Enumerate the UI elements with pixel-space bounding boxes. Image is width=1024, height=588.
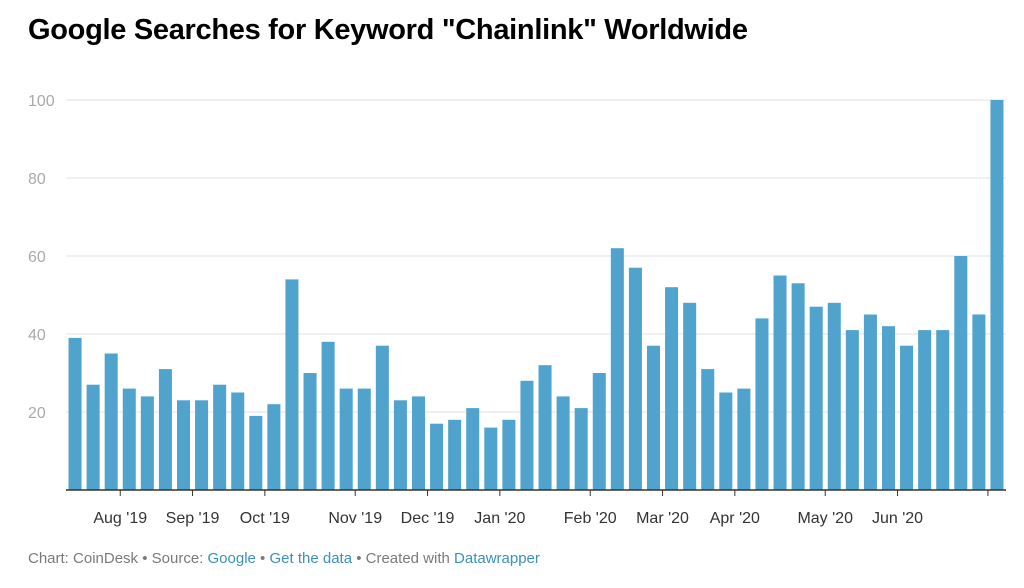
bar bbox=[665, 287, 679, 490]
bar bbox=[176, 400, 191, 490]
bar bbox=[556, 396, 570, 490]
footer-separator: • bbox=[352, 550, 366, 567]
bar bbox=[321, 341, 335, 490]
bar bbox=[737, 388, 751, 490]
y-tick-label: 80 bbox=[28, 171, 46, 188]
bar bbox=[195, 400, 209, 490]
bar bbox=[936, 330, 950, 490]
x-tick-label: Aug '19 bbox=[93, 510, 147, 527]
x-tick-label: May '20 bbox=[797, 510, 853, 527]
bar bbox=[213, 384, 227, 490]
footer-separator: • bbox=[255, 550, 270, 567]
bar bbox=[610, 248, 624, 490]
bar bbox=[158, 369, 172, 490]
y-tick-label: 60 bbox=[28, 249, 46, 266]
bar bbox=[574, 408, 588, 490]
bar bbox=[990, 100, 1004, 490]
bar bbox=[430, 423, 444, 490]
bar bbox=[448, 419, 462, 490]
x-tick-label: Jan '20 bbox=[474, 510, 525, 527]
bar bbox=[791, 283, 805, 490]
bar bbox=[719, 392, 733, 490]
bar bbox=[538, 365, 552, 490]
x-tick-label: Oct '19 bbox=[240, 510, 290, 527]
footer-separator: • bbox=[138, 550, 152, 567]
footer-source-prefix: Source: bbox=[151, 550, 208, 567]
bar bbox=[683, 302, 697, 490]
bar bbox=[845, 330, 859, 490]
bar bbox=[863, 314, 877, 490]
bar bbox=[881, 326, 896, 490]
bar bbox=[918, 330, 932, 490]
bar bbox=[393, 400, 407, 490]
chart-footer: Chart: CoinDesk • Source: Google • Get t… bbox=[28, 550, 540, 567]
bar bbox=[249, 415, 263, 490]
bar bbox=[339, 388, 353, 490]
bar bbox=[122, 388, 136, 490]
bar bbox=[375, 345, 389, 490]
y-tick-label: 20 bbox=[28, 405, 46, 422]
bar bbox=[755, 318, 769, 490]
footer-created-prefix: Created with bbox=[365, 550, 455, 567]
bar bbox=[484, 427, 498, 490]
bar bbox=[827, 302, 841, 490]
bar bbox=[520, 380, 534, 490]
bar bbox=[628, 267, 642, 490]
bar bbox=[954, 256, 968, 490]
bar bbox=[411, 396, 426, 490]
footer-chart-credit: Chart: CoinDesk bbox=[28, 550, 139, 567]
source-link[interactable]: Google bbox=[207, 550, 256, 567]
x-tick-label: Apr '20 bbox=[710, 510, 760, 527]
bar bbox=[267, 404, 281, 490]
bar bbox=[140, 396, 154, 490]
get-the-data-link[interactable]: Get the data bbox=[269, 550, 353, 567]
x-tick-label: Feb '20 bbox=[564, 510, 617, 527]
bar bbox=[646, 345, 661, 490]
y-tick-label: 40 bbox=[28, 327, 46, 344]
bar bbox=[303, 373, 317, 490]
bar bbox=[592, 373, 606, 490]
bar bbox=[231, 392, 245, 490]
bar-chart: 20 40 60 80 100 Aug '19 Sep '19 Oct '19 Nov '19 D… bbox=[28, 93, 1006, 527]
x-tick-label: Mar '20 bbox=[636, 510, 689, 527]
chart-title: Google Searches for Keyword "Chainlink" … bbox=[28, 14, 748, 46]
bar bbox=[502, 419, 516, 490]
bar bbox=[900, 345, 914, 490]
x-tick-label: Dec '19 bbox=[401, 510, 455, 527]
bar bbox=[285, 279, 299, 490]
bar bbox=[104, 353, 118, 490]
bar bbox=[809, 306, 823, 490]
bar bbox=[701, 369, 715, 490]
bar bbox=[466, 408, 480, 490]
bar bbox=[68, 337, 82, 490]
bar bbox=[357, 388, 371, 490]
bar bbox=[773, 275, 787, 490]
x-tick-label: Nov '19 bbox=[328, 510, 382, 527]
datawrapper-link[interactable]: Datawrapper bbox=[454, 550, 540, 567]
x-tick-label: Sep '19 bbox=[166, 510, 220, 527]
bar bbox=[972, 314, 986, 490]
bar bbox=[86, 384, 100, 490]
y-tick-label: 100 bbox=[28, 93, 55, 110]
x-tick-label: Jun '20 bbox=[872, 510, 923, 527]
